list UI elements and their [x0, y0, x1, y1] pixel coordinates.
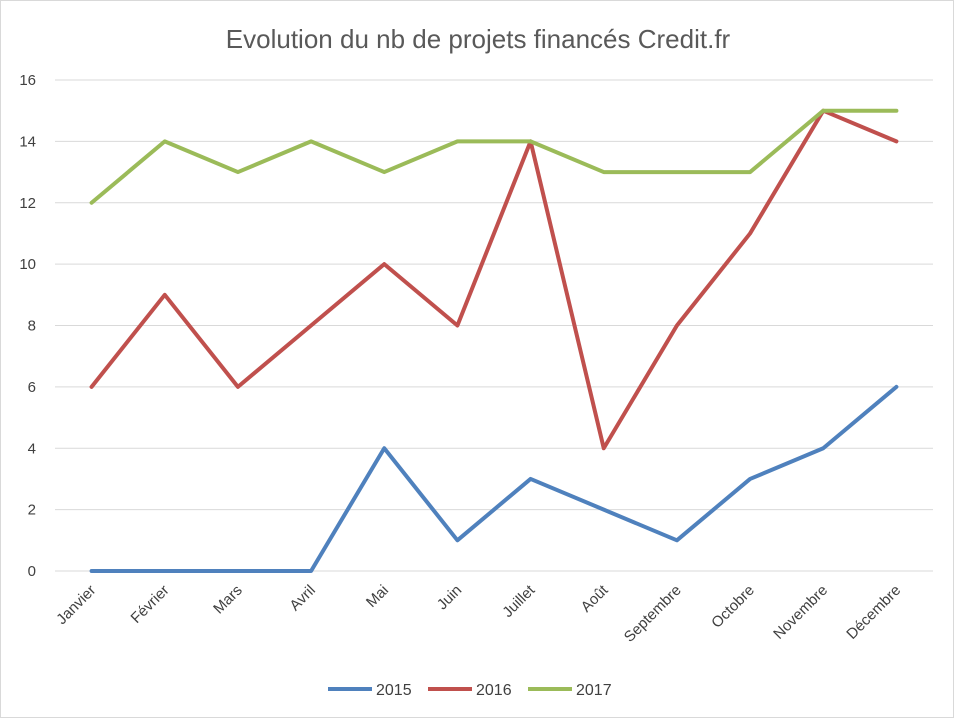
y-tick-label: 10	[19, 256, 36, 273]
y-tick-label: 14	[19, 133, 36, 150]
x-tick-label: Novembre	[770, 582, 831, 643]
x-axis-ticks: Janvier Février Mars Avril Mai Juin Juillet Aoû…	[53, 581, 904, 645]
series-lines	[89, 108, 899, 573]
x-tick-label: Janvier	[53, 582, 99, 628]
x-tick-label: Septembre	[621, 582, 685, 646]
legend-item-2016: 2016	[428, 682, 512, 699]
series-line-2016	[89, 108, 899, 451]
x-tick-label: Mai	[363, 582, 392, 611]
y-tick-label: 16	[19, 72, 36, 89]
legend-item-2015: 2015	[328, 682, 412, 699]
legend: 2015 2016 2017	[328, 682, 612, 699]
chart-title: Evolution du nb de projets financés Cred…	[226, 24, 731, 54]
y-tick-label: 6	[28, 379, 36, 396]
y-tick-label: 2	[28, 502, 36, 519]
x-tick-label: Mars	[210, 582, 246, 618]
legend-item-2017: 2017	[528, 682, 612, 699]
x-tick-label: Avril	[286, 582, 318, 614]
x-tick-label: Décembre	[843, 582, 904, 643]
x-tick-label: Octobre	[708, 582, 758, 632]
legend-label: 2016	[476, 682, 512, 699]
y-axis-ticks: 0 2 4 6 8 10 12 14 16	[19, 72, 36, 580]
series-line-2015	[89, 384, 899, 573]
x-tick-label: Février	[128, 582, 173, 627]
y-tick-label: 0	[28, 563, 36, 580]
x-tick-label: Juillet	[499, 581, 539, 621]
legend-label: 2015	[376, 682, 412, 699]
x-tick-label: Août	[578, 581, 612, 615]
gridlines	[55, 79, 933, 572]
x-tick-label: Juin	[434, 582, 465, 613]
y-tick-label: 12	[19, 195, 36, 212]
series-line-2017	[89, 108, 899, 205]
y-tick-label: 4	[28, 440, 36, 457]
legend-label: 2017	[576, 682, 612, 699]
y-tick-label: 8	[28, 318, 36, 335]
